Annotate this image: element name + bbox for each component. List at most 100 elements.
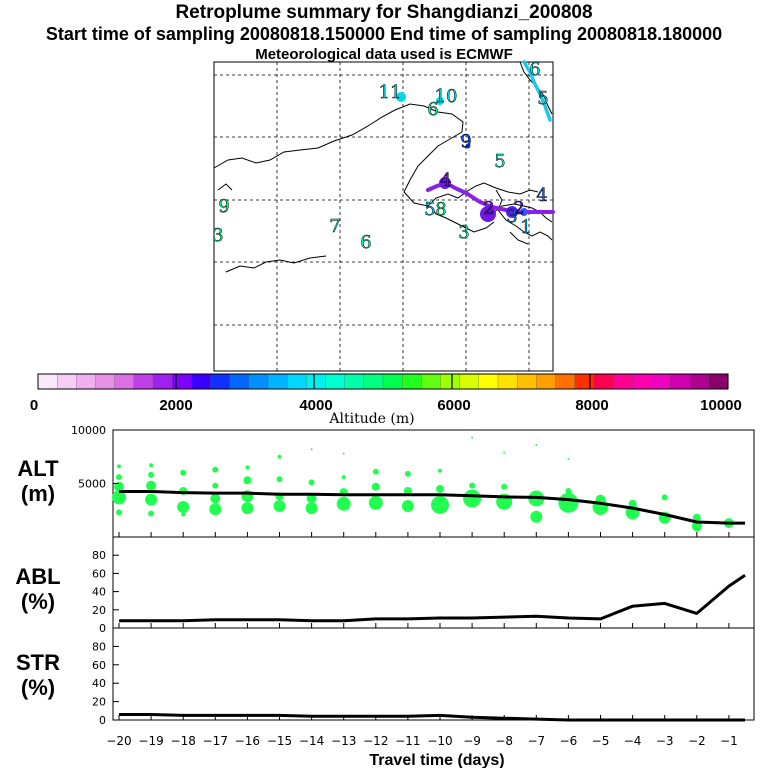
x-tick-label: −9: [463, 734, 481, 748]
alt-scatter-point: [243, 476, 252, 485]
x-tick-label: −8: [495, 734, 513, 748]
x-tick-label: −12: [363, 734, 388, 748]
alt-scatter-point: [177, 501, 190, 513]
alt-scatter-point: [341, 475, 346, 480]
x-tick-label: −14: [299, 734, 324, 748]
colorbar-caption: Altitude (m): [328, 411, 414, 427]
x-tick-label: −17: [203, 734, 228, 748]
alt-scatter-point: [276, 476, 283, 483]
colorbar-cell: [76, 373, 97, 390]
map-trajectory-label: 10: [435, 86, 458, 107]
map-trajectory-label: 3: [506, 206, 517, 227]
alt-scatter-point: [403, 487, 412, 495]
colorbar-label: 0: [30, 397, 38, 414]
trajectory-dot: [520, 208, 528, 216]
alt-unit: (m): [21, 481, 55, 506]
chart-title: Retroplume summary for Shangdianzi_20080…: [175, 2, 593, 23]
colorbar-cell: [152, 373, 173, 390]
trajectory-dot: [465, 143, 471, 149]
y-tick-label: 60: [92, 659, 106, 672]
alt-scatter-point: [308, 479, 315, 486]
colorbar-cell: [708, 373, 729, 390]
x-tick-label: −6: [560, 734, 578, 748]
trajectory-dots: [396, 92, 528, 222]
alt-panel-frame: [112, 429, 755, 538]
map-trajectory-label: 3: [458, 222, 469, 243]
colorbar-cell: [172, 373, 192, 390]
colorbar-cell: [555, 373, 576, 390]
alt-scatter-point: [558, 492, 579, 513]
colorbar-cell: [478, 373, 499, 390]
colorbar-cell: [248, 373, 269, 390]
x-tick-label: −10: [427, 734, 452, 748]
alt-scatter-point: [565, 488, 572, 494]
colorbar-cell: [133, 373, 154, 390]
alt-scatter-point: [404, 470, 411, 477]
colorbar-cell: [191, 373, 212, 390]
alt-scatter-point: [371, 482, 380, 491]
map-trajectory-label: 6: [427, 99, 438, 120]
y-tick-label: 60: [92, 567, 106, 580]
alt-scatter-point: [401, 500, 414, 512]
y-tick-label: 80: [92, 549, 106, 562]
alt-scatter-point: [209, 503, 222, 516]
map-trajectory-label: 5: [494, 151, 505, 172]
map-borders: [213, 61, 553, 273]
panel-series-lines: [119, 490, 746, 722]
abl-unit: (%): [21, 589, 55, 614]
x-tick-label: −11: [395, 734, 420, 748]
alt-scatter-point: [245, 465, 250, 470]
colorbar-cell: [402, 373, 422, 390]
x-tick-label: −20: [106, 734, 131, 748]
alt-scatter-point: [305, 502, 318, 515]
colorbar-label: 8000: [575, 397, 608, 414]
colorbar-label: 6000: [437, 397, 470, 414]
x-tick-label: −19: [138, 734, 163, 748]
colorbar-cell: [210, 373, 231, 390]
x-tick-label: −7: [527, 734, 545, 748]
x-tick-label: −16: [235, 734, 260, 748]
x-tick-label: −15: [267, 734, 292, 748]
alt-scatter-point: [117, 464, 121, 469]
str-line: [119, 713, 745, 722]
colorbar-cell: [536, 373, 557, 390]
map-trajectory-label: 3: [212, 225, 223, 246]
y-tick-label: 0: [99, 622, 106, 635]
map-trajectory-label: 6: [529, 59, 540, 80]
colorbar-cell: [306, 373, 327, 390]
x-tick-label: −5: [592, 734, 610, 748]
colorbar-label: 2000: [159, 397, 192, 414]
x-tick-label: −1: [720, 734, 738, 748]
trajectory-dot: [439, 177, 451, 189]
colorbar-cell: [689, 373, 710, 390]
x-tick-label: −3: [656, 734, 674, 748]
colorbar-cell: [497, 373, 518, 390]
y-tick-label: 10000: [71, 424, 106, 437]
map-trajectory-label: 2: [483, 198, 494, 219]
alt-scatter-points: [112, 436, 734, 532]
colorbar-cell: [612, 373, 633, 390]
colorbar-cell: [440, 373, 461, 390]
y-tick-label: 40: [92, 677, 106, 690]
colorbar-cell: [517, 373, 537, 390]
str-label: STR: [16, 650, 60, 675]
alt-scatter-point: [530, 510, 543, 523]
abl-panel-frame: [112, 536, 755, 629]
alt-scatter-point: [181, 512, 186, 517]
map-trajectory-label: 5: [424, 199, 435, 220]
colorbar-cell: [382, 373, 403, 390]
alt-scatter-point: [501, 483, 508, 490]
abl-line: [119, 573, 746, 623]
colorbar-cell: [267, 373, 288, 390]
y-tick-label: 20: [92, 696, 106, 709]
map-trajectory-label: 11: [379, 82, 402, 103]
y-tick-label: 5000: [78, 478, 106, 491]
alt-scatter-point: [503, 451, 506, 454]
alt-scatter-point: [116, 474, 122, 481]
alt-scatter-point: [146, 480, 157, 491]
alt-scatter-point: [368, 495, 383, 510]
colorbar-cell: [574, 373, 595, 390]
